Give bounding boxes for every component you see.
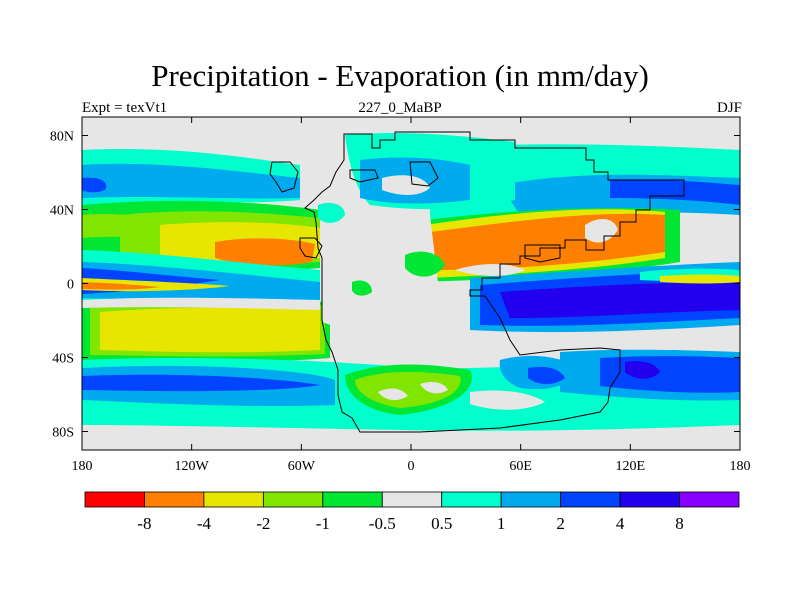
field-se-indigo-spot [625, 361, 660, 379]
colorbar-level-label: 1 [497, 514, 506, 533]
field-east-eq-yellow [660, 274, 740, 284]
colorbar-level-label: -2 [256, 514, 270, 533]
colorbar-swatch [381, 491, 443, 508]
field-east-gray-lens [455, 264, 525, 276]
field-scont-darkblue-patch [528, 366, 565, 384]
field-east-gray-notch [585, 218, 618, 243]
continent-outline-inner [299, 237, 323, 259]
colorbar-swatch [84, 491, 145, 508]
colorbar-swatch [203, 491, 264, 508]
colorbar-level-label: 2 [556, 514, 565, 533]
colorbar-level-label: -1 [316, 514, 330, 533]
field-central-gray [322, 203, 440, 330]
plot-title: Precipitation - Evaporation (in mm/day) [151, 58, 649, 93]
field-north-blue-band [82, 163, 300, 199]
colorbar: -8 -4 -2 -1 -0.5 0.5 1 2 4 8 [84, 491, 740, 533]
field-west-green-strip [82, 213, 150, 238]
map-axes: 180 120W 60W 0 60E 120E 180 80N 40N 0 40S 80S [50, 117, 751, 474]
x-tick-label: 180 [72, 459, 93, 474]
colorbar-level-label: 4 [616, 514, 625, 533]
y-tick-label: 0 [67, 278, 74, 293]
field-scont-lightgreen [355, 371, 461, 408]
colorbar-level-label: 8 [675, 514, 684, 533]
y-tick-label: 40N [50, 204, 74, 219]
field-central-green-spot-2 [352, 280, 372, 296]
x-tick-label: 0 [408, 459, 415, 474]
field-scont-gray-1 [378, 388, 408, 401]
run-label: 227_0_MaBP [358, 100, 442, 116]
field-npac-orange-band [215, 238, 315, 266]
continent-outline-main [304, 131, 685, 433]
x-tick-label: 60W [288, 459, 316, 474]
x-tick-label: 120E [616, 459, 646, 474]
colorbar-swatch [679, 491, 740, 508]
field-equator-orange-tongue [82, 282, 160, 290]
field-north-darkblue-spot [82, 177, 107, 193]
colorbar-swatch [441, 491, 502, 508]
continent-outline-north-islands [269, 161, 439, 193]
colorbar-swatch [619, 491, 680, 508]
colorbar-swatch [500, 491, 562, 508]
field-scont-gray-patch [470, 390, 545, 410]
field-north-gray-land [382, 175, 430, 195]
field-south-darkblue-band [82, 374, 320, 392]
colorbar-level-label: -0.5 [369, 514, 396, 533]
y-tick-label: 80S [52, 426, 74, 441]
y-tick-label: 40S [52, 352, 74, 367]
x-tick-label: 60E [509, 459, 532, 474]
colorbar-swatch [144, 491, 205, 508]
y-tick-label: 80N [50, 130, 74, 145]
colorbar-swatch [322, 491, 383, 508]
experiment-label: Expt = texVt1 [82, 100, 168, 116]
colorbar-level-label: -4 [197, 514, 212, 533]
field-spac-yellow [100, 307, 320, 353]
field-ne-darkblue-band [610, 179, 740, 205]
field-central-cyan-spot [318, 202, 345, 223]
map-plot-area [82, 117, 740, 450]
field-scont-gray-2 [420, 382, 448, 394]
continent-outline-east-lake [524, 244, 561, 263]
x-tick-label: 180 [730, 459, 751, 474]
x-tick-label: 120W [175, 459, 210, 474]
season-label: DJF [716, 100, 742, 116]
field-equator-blue [82, 262, 320, 305]
colorbar-level-label: -8 [137, 514, 151, 533]
colorbar-swatch [262, 491, 324, 508]
colorbar-swatch [560, 491, 621, 508]
field-spac-gray-top [82, 297, 320, 310]
colorbar-level-label: 0.5 [431, 514, 452, 533]
field-se-darkblue-band [600, 356, 740, 393]
field-central-green-spot-1 [405, 251, 445, 277]
field-east-eq-indigo [500, 282, 740, 318]
